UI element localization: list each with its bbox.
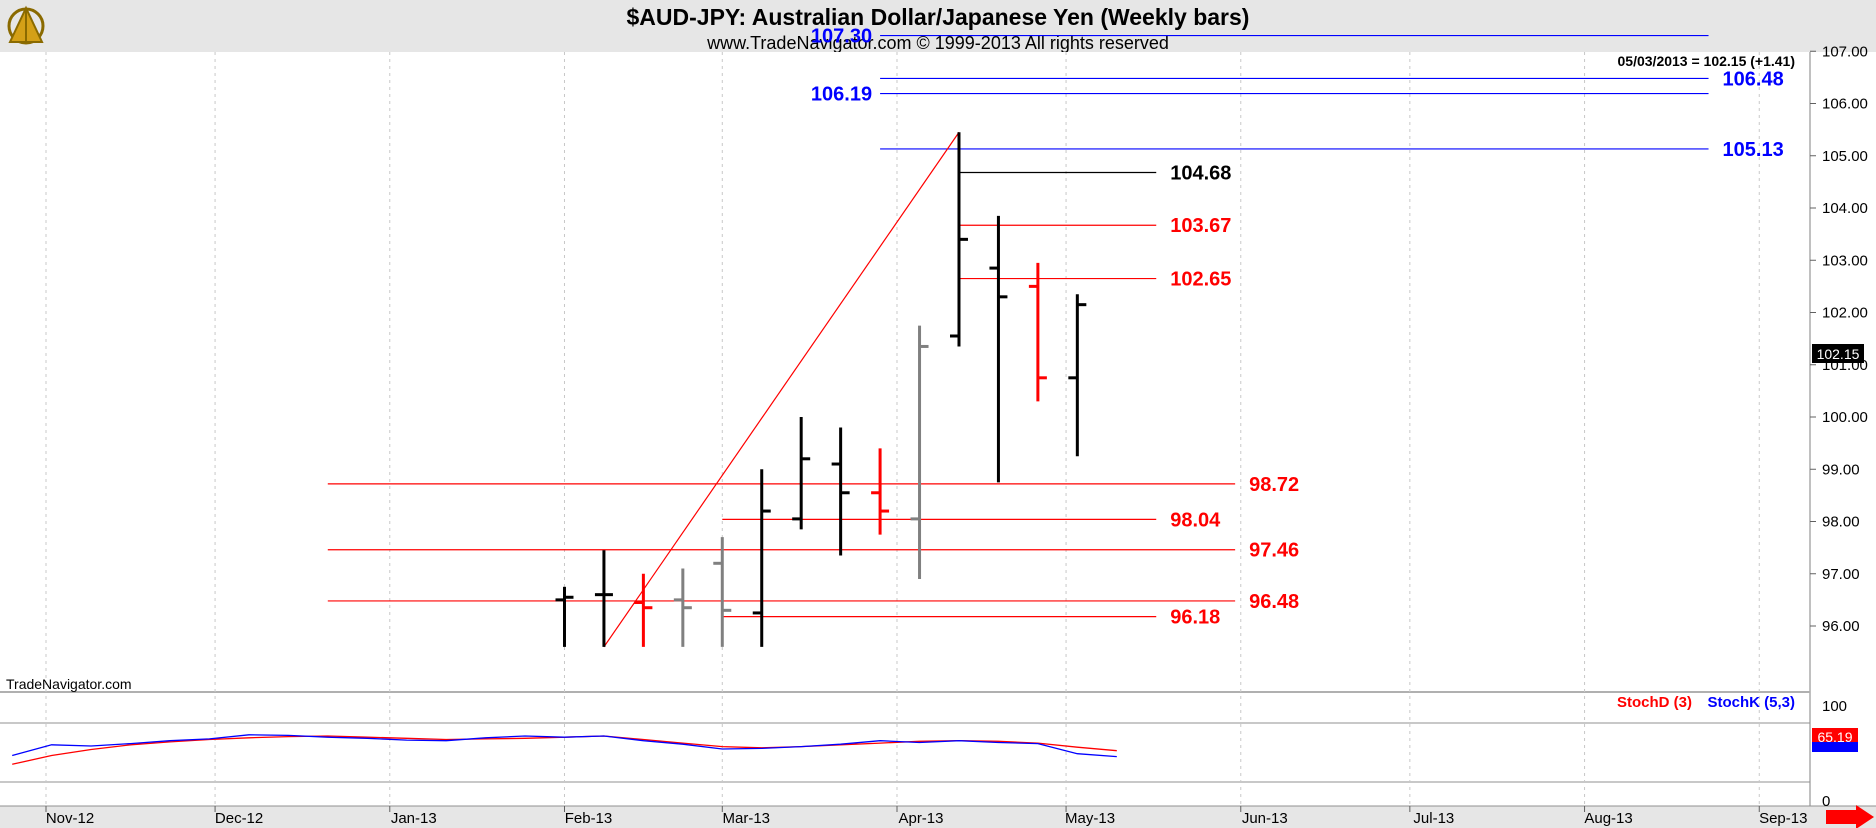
last-price-tag: 102.15 xyxy=(1812,344,1864,363)
ohlc-bar xyxy=(989,215,1008,483)
ohlc-bar xyxy=(713,537,732,647)
level-label: 96.48 xyxy=(1249,591,1299,613)
ohlc-bar xyxy=(634,573,653,647)
level-label: 103.67 xyxy=(1170,215,1231,237)
x-tick-label: Apr-13 xyxy=(898,810,943,827)
ohlc-bar xyxy=(594,550,613,647)
y-tick-label: 102.00 xyxy=(1822,305,1868,322)
price-readout: 05/03/2013 = 102.15 (+1.41) xyxy=(1618,53,1795,69)
chart-title: $AUD-JPY: Australian Dollar/Japanese Yen… xyxy=(627,4,1250,30)
x-axis-band xyxy=(0,806,1876,828)
stochd-legend: StochD (3) xyxy=(1617,694,1692,711)
level-label: 97.46 xyxy=(1249,540,1299,562)
price-panel xyxy=(0,52,1810,692)
y-tick-label: 100.00 xyxy=(1822,409,1868,426)
stochk-end-tag xyxy=(1812,742,1858,752)
stochd-end-label: 65.19 xyxy=(1817,729,1852,745)
ohlc-bar xyxy=(1068,294,1087,457)
y-tick-label: 106.00 xyxy=(1822,96,1868,113)
y-tick-label: 105.00 xyxy=(1822,148,1868,165)
sextant-logo-icon xyxy=(7,5,45,45)
ohlc-bar xyxy=(871,448,890,535)
level-label: 107.30 xyxy=(811,26,872,48)
level-label: 98.04 xyxy=(1170,509,1221,531)
x-tick-label: May-13 xyxy=(1065,810,1115,827)
ohlc-bar xyxy=(831,427,850,556)
y-tick-label: 103.00 xyxy=(1822,252,1868,269)
level-label: 98.72 xyxy=(1249,474,1299,496)
scroll-right-arrow-icon[interactable] xyxy=(1826,805,1874,828)
ohlc-bar xyxy=(910,325,929,579)
stoch-y-tick-label: 100 xyxy=(1822,698,1847,715)
x-tick-label: Dec-12 xyxy=(215,810,263,827)
y-tick-label: 99.00 xyxy=(1822,461,1860,478)
x-tick-label: Nov-12 xyxy=(46,810,94,827)
trendline xyxy=(603,131,960,648)
x-tick-label: Aug-13 xyxy=(1584,810,1632,827)
y-tick-label: 107.00 xyxy=(1822,43,1868,60)
x-tick-label: Sep-13 xyxy=(1759,810,1807,827)
header-band xyxy=(0,0,1876,52)
stochd-end-tag: 65.19 xyxy=(1812,728,1858,746)
y-tick-label: 98.00 xyxy=(1822,514,1860,531)
ohlc-bar xyxy=(949,132,968,347)
ohlc-bar xyxy=(752,469,771,647)
last-price-label: 102.15 xyxy=(1817,346,1860,362)
x-tick-label: Jul-13 xyxy=(1413,810,1454,827)
y-tick-label: 97.00 xyxy=(1822,566,1860,583)
level-label: 106.19 xyxy=(811,84,872,106)
level-label: 104.68 xyxy=(1170,162,1231,184)
level-label: 105.13 xyxy=(1723,139,1784,161)
stoch-line xyxy=(12,734,1117,758)
y-tick-label: 104.00 xyxy=(1822,200,1868,217)
level-label: 96.18 xyxy=(1170,607,1220,629)
ohlc-bar xyxy=(673,568,692,647)
x-tick-label: Feb-13 xyxy=(565,810,613,827)
level-label: 106.48 xyxy=(1723,68,1784,90)
x-tick-label: Jan-13 xyxy=(391,810,437,827)
stochk-legend: StochK (5,3) xyxy=(1707,694,1795,711)
ohlc-bar xyxy=(792,417,811,530)
x-tick-label: Mar-13 xyxy=(723,810,771,827)
watermark: TradeNavigator.com xyxy=(6,676,132,692)
chart-subtitle: www.TradeNavigator.com © 1999-2013 All r… xyxy=(706,33,1169,53)
x-tick-label: Jun-13 xyxy=(1242,810,1288,827)
y-tick-label: 96.00 xyxy=(1822,618,1860,635)
level-label: 102.65 xyxy=(1170,269,1231,291)
stoch-y-tick-label: 0 xyxy=(1822,793,1830,810)
ohlc-bar xyxy=(1028,262,1047,402)
ohlc-bar xyxy=(555,586,574,647)
